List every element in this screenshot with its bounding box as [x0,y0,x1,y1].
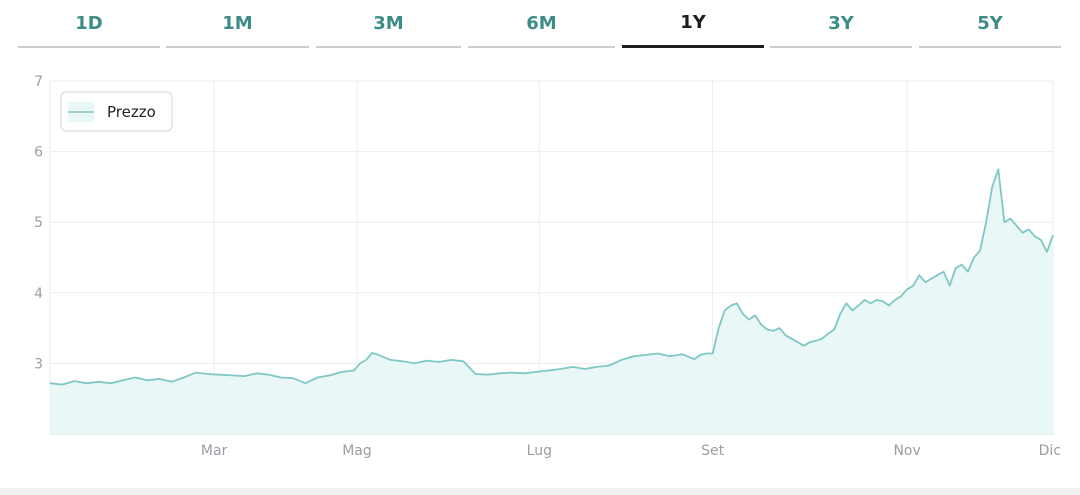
tab-6m[interactable]: 6M [468,0,615,48]
line-layer [49,168,1054,386]
tab-3m[interactable]: 3M [316,0,461,48]
axis-labels: 3 4 5 6 7 Mar Mag Lug Set Nov Dic [34,74,1061,459]
area-layer [50,169,1053,435]
price-line [49,168,1054,386]
y-tick-label: 6 [34,145,43,161]
y-tick-label: 3 [34,356,43,372]
x-tick-label: Dic [1039,443,1061,459]
tab-1m[interactable]: 1M [166,0,309,48]
x-tick-label: Mag [342,443,372,459]
x-tick-label: Nov [893,443,920,459]
bottom-bar [0,488,1080,495]
tab-3y[interactable]: 3Y [770,0,912,48]
tab-5y[interactable]: 5Y [919,0,1061,48]
chart-legend[interactable]: Prezzo [60,91,173,132]
tab-1d[interactable]: 1D [18,0,160,48]
legend-label: Prezzo [107,103,156,121]
timeframe-tabs: 1D 1M 3M 6M 1Y 3Y 5Y [0,0,1080,50]
tab-1y[interactable]: 1Y [622,0,764,48]
x-tick-label: Set [701,443,725,459]
y-tick-label: 5 [34,215,43,231]
x-tick-label: Lug [527,443,552,459]
y-tick-label: 7 [34,74,43,90]
price-chart: 3 4 5 6 7 Mar Mag Lug Set Nov Dic Prezzo [34,74,1061,459]
y-tick-label: 4 [34,286,43,302]
price-area [50,169,1053,435]
x-tick-label: Mar [201,443,228,459]
